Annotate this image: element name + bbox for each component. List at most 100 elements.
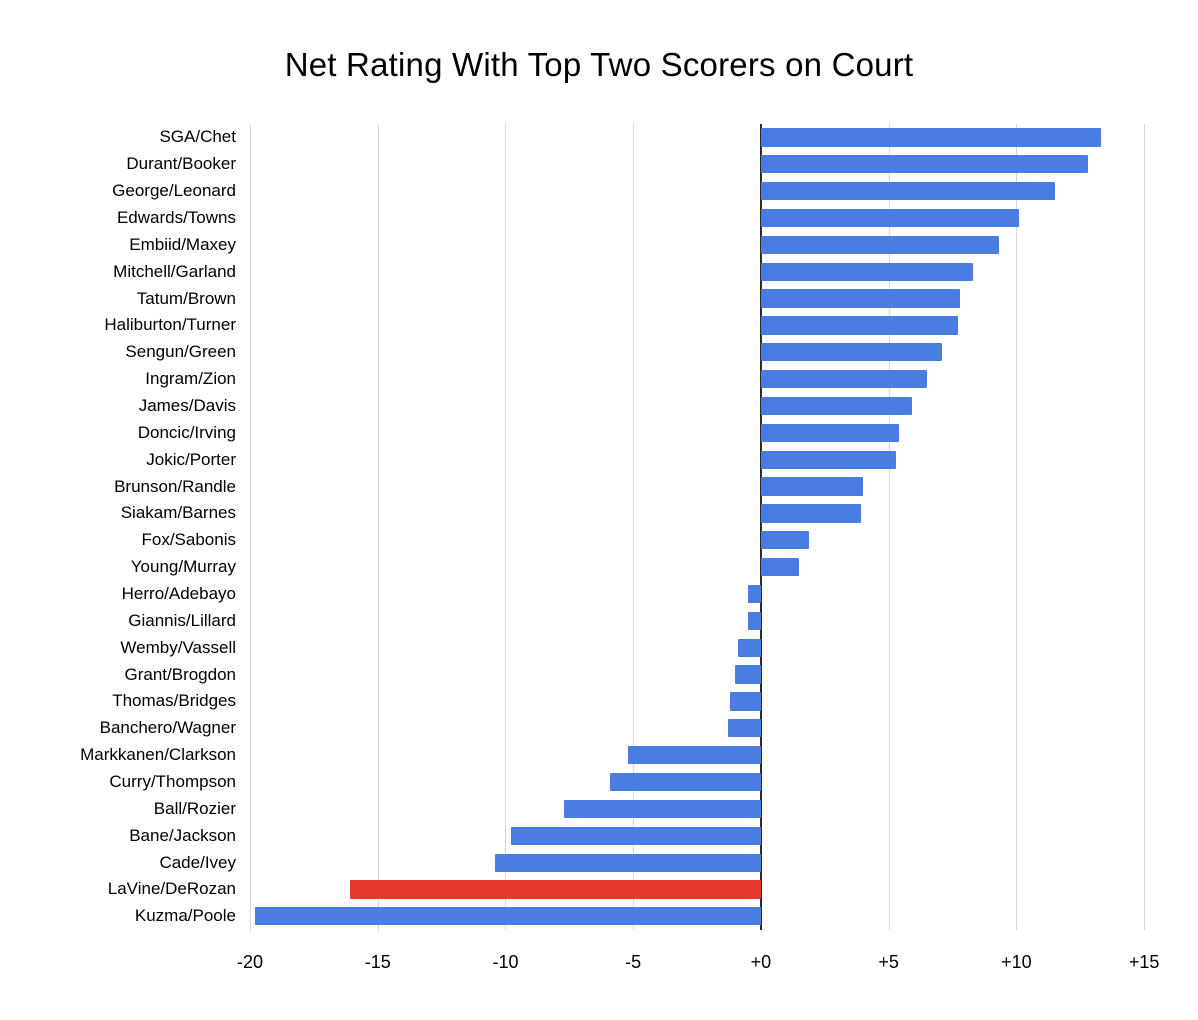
category-label: Tatum/Brown xyxy=(136,288,236,308)
bar xyxy=(760,531,810,550)
bar xyxy=(727,719,761,738)
bar xyxy=(760,558,800,577)
axis-tick-label: +15 xyxy=(1128,952,1160,972)
bar-row xyxy=(250,473,1162,500)
bar xyxy=(760,128,1101,147)
axis-tick-label: -10 xyxy=(492,952,519,972)
bar-row xyxy=(250,903,1162,930)
category-label: Thomas/Bridges xyxy=(112,691,236,711)
bar xyxy=(748,611,761,631)
bar xyxy=(760,504,861,523)
bar xyxy=(760,316,958,335)
bar-row xyxy=(250,795,1162,822)
gridline xyxy=(633,124,635,930)
category-label: Fox/Sabonis xyxy=(141,530,237,550)
plot-area xyxy=(250,124,1162,930)
category-label: LaVine/DeRozan xyxy=(107,879,236,899)
category-label: Curry/Thompson xyxy=(109,772,236,792)
bar-row xyxy=(250,500,1162,527)
bar-row xyxy=(250,822,1162,849)
bar-row xyxy=(250,124,1162,151)
category-labels: SGA/Chet Durant/Booker George/Leonard Edwar… xyxy=(0,124,244,930)
bar xyxy=(760,208,1019,228)
bar-row xyxy=(250,634,1162,661)
bar-row xyxy=(250,581,1162,608)
bar-row xyxy=(250,607,1162,634)
bar xyxy=(735,665,761,684)
gridline xyxy=(250,124,251,930)
axis-tick-label: +0 xyxy=(750,952,772,972)
bar xyxy=(760,343,943,362)
bar xyxy=(349,880,761,899)
chart-title: Net Rating With Top Two Scorers on Court xyxy=(284,46,914,83)
category-label: Bane/Jackson xyxy=(129,825,236,845)
bar-row xyxy=(250,178,1162,205)
axis-tick-label: +10 xyxy=(1001,952,1032,972)
bar-row xyxy=(250,876,1162,903)
category-label: Young/Murray xyxy=(130,557,236,577)
bar xyxy=(737,638,761,657)
bars-container xyxy=(250,124,1162,930)
category-label: Kuzma/Poole xyxy=(134,906,236,926)
bar xyxy=(760,450,897,469)
bar xyxy=(730,692,761,711)
category-label: Grant/Brogdon xyxy=(124,664,236,684)
category-label: Haliburton/Turner xyxy=(104,315,236,335)
x-axis: -20 -15 -10 -5 +0 +5 +10 +15 xyxy=(237,950,1162,978)
bar xyxy=(760,262,973,281)
bar-row xyxy=(250,661,1162,688)
category-label: Durant/Booker xyxy=(126,154,236,174)
category-label: Siakam/Barnes xyxy=(120,503,236,523)
bar xyxy=(760,423,899,442)
bar xyxy=(610,772,761,792)
gridline xyxy=(505,124,507,930)
category-label: Sengun/Green xyxy=(125,342,236,362)
category-label: Jokic/Porter xyxy=(146,449,236,469)
bar xyxy=(628,746,761,765)
category-label: Giannis/Lillard xyxy=(128,610,236,630)
bar-row xyxy=(250,527,1162,554)
bar xyxy=(760,396,912,416)
zero-axis-line xyxy=(759,124,762,930)
category-label: Mitchell/Garland xyxy=(113,261,236,281)
bar-row xyxy=(250,742,1162,769)
bar-row xyxy=(250,554,1162,581)
bar-row xyxy=(250,231,1162,258)
category-label: Markkanen/Clarkson xyxy=(80,745,236,765)
category-label: James/Davis xyxy=(138,396,236,416)
category-label: Doncic/Irving xyxy=(137,422,236,442)
bar-row xyxy=(250,151,1162,178)
bar xyxy=(760,155,1088,174)
bar xyxy=(760,477,864,496)
bar-row xyxy=(250,258,1162,285)
bar-row xyxy=(250,849,1162,876)
bar-row xyxy=(250,205,1162,232)
bar xyxy=(760,370,927,389)
bar-row xyxy=(250,419,1162,446)
bar xyxy=(760,289,961,308)
gridline xyxy=(377,124,379,930)
category-label: Herro/Adebayo xyxy=(121,584,236,604)
bar-row xyxy=(250,688,1162,715)
category-label: Wemby/Vassell xyxy=(120,637,236,657)
axis-tick-label: -15 xyxy=(364,952,391,972)
bar xyxy=(564,799,761,819)
bar-row xyxy=(250,285,1162,312)
bar xyxy=(495,853,761,872)
bar-row xyxy=(250,312,1162,339)
category-label: Ball/Rozier xyxy=(153,798,236,818)
bar xyxy=(748,584,761,604)
bar-row xyxy=(250,715,1162,742)
category-label: George/Leonard xyxy=(112,181,236,201)
bar-row xyxy=(250,446,1162,473)
bar-row xyxy=(250,393,1162,420)
category-label: Brunson/Randle xyxy=(114,476,236,496)
bar-row xyxy=(250,769,1162,796)
category-label: Banchero/Wagner xyxy=(99,718,236,738)
category-label: Ingram/Zion xyxy=(145,369,236,389)
category-label: Embiid/Maxey xyxy=(129,234,236,254)
bar-row xyxy=(250,339,1162,366)
gridline xyxy=(1016,124,1018,930)
gridline xyxy=(1144,124,1146,930)
